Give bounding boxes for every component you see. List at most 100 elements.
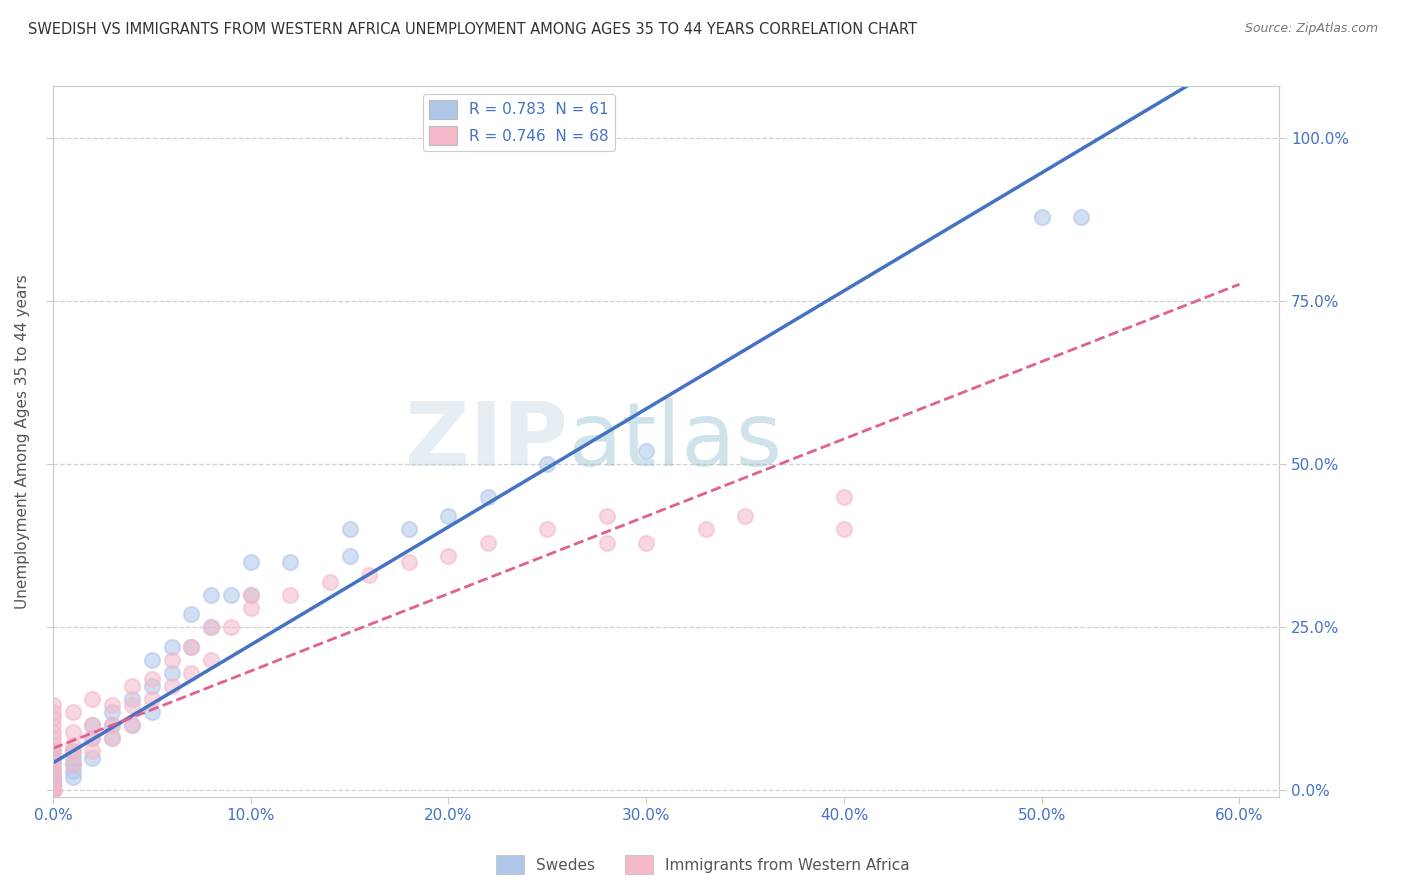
Point [398,555,420,569]
Point [42,764,65,778]
Point [42,783,65,797]
Point [82,731,104,745]
Point [200,620,222,634]
Point [42,705,65,719]
Point [1070,210,1092,224]
Point [160,665,183,680]
Point [42,724,65,739]
Point [62,770,84,784]
Point [278,555,301,569]
Point [319,574,342,589]
Point [42,777,65,791]
Point [82,750,104,764]
Point [121,718,143,732]
Point [42,783,65,797]
Point [42,783,65,797]
Point [42,783,65,797]
Point [101,718,124,732]
Point [42,783,65,797]
Point [42,783,65,797]
Point [239,588,262,602]
Point [832,490,855,504]
Point [219,620,242,634]
Point [595,509,617,524]
Point [42,731,65,745]
Point [42,777,65,791]
Point [42,783,65,797]
Point [1031,210,1053,224]
Point [101,698,124,713]
Point [398,523,420,537]
Point [42,783,65,797]
Point [42,783,65,797]
Point [101,705,124,719]
Point [82,718,104,732]
Point [180,640,202,654]
Point [359,568,381,582]
Point [62,757,84,772]
Point [82,731,104,745]
Point [42,744,65,758]
Point [42,783,65,797]
Point [42,738,65,752]
Point [101,731,124,745]
Point [42,777,65,791]
Point [62,738,84,752]
Point [180,665,202,680]
Point [42,783,65,797]
Point [477,490,499,504]
Point [42,777,65,791]
Point [160,679,183,693]
Point [62,705,84,719]
Point [62,744,84,758]
Point [180,640,202,654]
Point [832,523,855,537]
Text: Source: ZipAtlas.com: Source: ZipAtlas.com [1244,22,1378,36]
Point [595,535,617,549]
Point [62,764,84,778]
Point [42,718,65,732]
Point [42,711,65,725]
Point [42,783,65,797]
Point [42,783,65,797]
Point [42,783,65,797]
Point [141,705,163,719]
Point [42,783,65,797]
Point [42,783,65,797]
Point [42,744,65,758]
Point [42,783,65,797]
Point [42,770,65,784]
Point [62,757,84,772]
Point [42,783,65,797]
Point [339,523,361,537]
Point [42,783,65,797]
Point [339,549,361,563]
Point [42,757,65,772]
Point [200,620,222,634]
Point [42,770,65,784]
Point [42,698,65,713]
Point [695,523,717,537]
Point [180,607,202,622]
Point [42,770,65,784]
Point [82,692,104,706]
Point [42,783,65,797]
Point [121,698,143,713]
Point [42,783,65,797]
Legend: Swedes, Immigrants from Western Africa: Swedes, Immigrants from Western Africa [491,849,915,880]
Point [62,744,84,758]
Point [141,692,163,706]
Point [101,731,124,745]
Text: ZIP: ZIP [405,398,568,485]
Point [239,600,262,615]
Point [437,509,460,524]
Point [219,588,242,602]
Point [141,653,163,667]
Point [121,679,143,693]
Point [82,744,104,758]
Text: atlas: atlas [568,398,783,485]
Point [239,588,262,602]
Point [42,783,65,797]
Point [121,718,143,732]
Point [42,783,65,797]
